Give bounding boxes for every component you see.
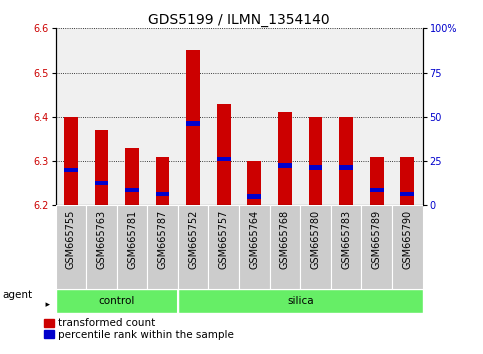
Text: GSM665789: GSM665789 — [372, 210, 382, 269]
Bar — [56, 205, 86, 289]
Text: agent: agent — [3, 290, 33, 300]
Bar — [95, 130, 108, 205]
Bar — [147, 205, 178, 289]
Bar — [64, 168, 78, 172]
Bar — [178, 289, 423, 313]
Bar — [156, 192, 170, 196]
Text: silica: silica — [287, 296, 313, 306]
Bar — [64, 117, 78, 205]
Bar — [370, 188, 384, 192]
Bar — [300, 205, 331, 289]
Bar — [125, 188, 139, 192]
Bar — [370, 157, 384, 205]
Bar — [278, 113, 292, 205]
Bar — [125, 148, 139, 205]
Legend: transformed count, percentile rank within the sample: transformed count, percentile rank withi… — [44, 319, 234, 340]
Bar — [339, 166, 353, 170]
Text: GSM665755: GSM665755 — [66, 210, 76, 269]
Text: GSM665763: GSM665763 — [97, 210, 106, 269]
Text: GSM665764: GSM665764 — [249, 210, 259, 269]
Bar — [56, 289, 178, 313]
Bar — [278, 163, 292, 168]
Bar — [247, 194, 261, 199]
Bar — [178, 205, 209, 289]
Text: GSM665757: GSM665757 — [219, 210, 229, 269]
Bar — [209, 205, 239, 289]
Bar — [339, 117, 353, 205]
Bar — [217, 157, 231, 161]
Text: GSM665752: GSM665752 — [188, 210, 198, 269]
Text: control: control — [99, 296, 135, 306]
Bar — [156, 157, 170, 205]
Bar — [392, 205, 423, 289]
Bar — [309, 166, 323, 170]
Title: GDS5199 / ILMN_1354140: GDS5199 / ILMN_1354140 — [148, 13, 330, 27]
Text: GSM665781: GSM665781 — [127, 210, 137, 269]
Bar — [117, 205, 147, 289]
Text: GSM665780: GSM665780 — [311, 210, 321, 269]
Bar — [86, 205, 117, 289]
Bar — [186, 51, 200, 205]
Bar — [239, 205, 270, 289]
Text: GSM665787: GSM665787 — [157, 210, 168, 269]
Bar — [247, 161, 261, 205]
Text: GSM665768: GSM665768 — [280, 210, 290, 269]
Bar — [400, 157, 414, 205]
Bar — [309, 117, 323, 205]
Bar — [95, 181, 108, 185]
Bar — [331, 205, 361, 289]
Bar — [361, 205, 392, 289]
Bar — [186, 121, 200, 126]
Text: GSM665783: GSM665783 — [341, 210, 351, 269]
Bar — [270, 205, 300, 289]
Text: GSM665790: GSM665790 — [402, 210, 412, 269]
Bar — [400, 192, 414, 196]
Bar — [217, 104, 231, 205]
